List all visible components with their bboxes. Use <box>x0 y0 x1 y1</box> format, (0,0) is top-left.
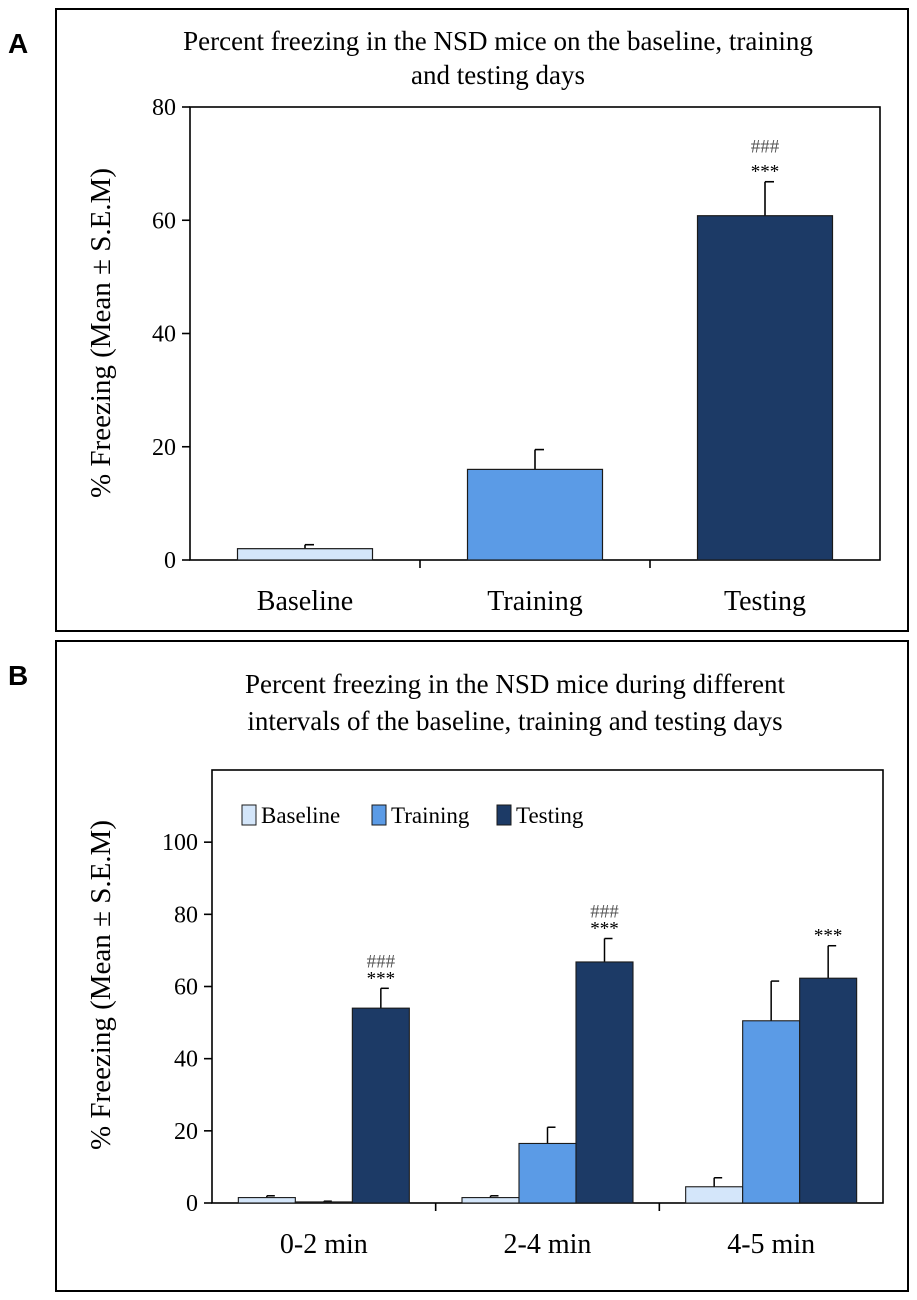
bar-baseline <box>237 1197 296 1204</box>
chart-title-line: intervals of the baseline, training and … <box>247 706 782 736</box>
y-tick-label: 0 <box>186 1191 198 1217</box>
x-category-label: Baseline <box>257 586 353 617</box>
chart-title-line: Percent freezing in the NSD mice during … <box>245 669 786 699</box>
y-axis-label: % Freezing (Mean ± S.E.M) <box>85 820 117 1150</box>
y-tick-label: 100 <box>162 830 198 856</box>
significance-stars: *** <box>367 968 396 989</box>
bar-training <box>466 468 604 561</box>
bar-baseline <box>236 548 374 561</box>
bar-testing <box>351 1007 410 1204</box>
bar-baseline <box>685 1186 744 1204</box>
y-tick-label: 0 <box>164 548 176 574</box>
significance-hashes: ### <box>751 137 780 158</box>
significance-stars: *** <box>751 162 780 183</box>
chart-title-line: and testing days <box>411 60 585 90</box>
bar-training <box>294 1201 353 1204</box>
y-tick-label: 40 <box>152 322 176 348</box>
chart-a: Percent freezing in the NSD mice on the … <box>85 26 881 617</box>
bar-baseline <box>461 1197 520 1204</box>
significance-hashes: ### <box>367 951 396 972</box>
chart-b: Percent freezing in the NSD mice during … <box>85 669 884 1260</box>
significance-stars: *** <box>814 926 843 947</box>
x-category-label: 4-5 min <box>727 1229 815 1260</box>
chart-title-line: Percent freezing in the NSD mice on the … <box>183 26 813 56</box>
legend-swatch-baseline <box>241 804 257 826</box>
y-tick-label: 80 <box>152 95 176 121</box>
y-tick-label: 20 <box>152 435 176 461</box>
legend-label: Testing <box>516 803 584 828</box>
y-tick-label: 60 <box>174 975 198 1001</box>
legend-swatch-training <box>371 804 387 826</box>
bar-training <box>742 1020 801 1204</box>
bar-testing <box>799 977 858 1204</box>
bar-testing <box>696 215 834 561</box>
bar-testing <box>575 961 634 1204</box>
x-category-label: 0-2 min <box>280 1229 368 1260</box>
y-tick-label: 80 <box>174 902 198 928</box>
x-category-label: Testing <box>724 586 806 617</box>
bar-training <box>518 1142 577 1204</box>
y-tick-label: 20 <box>174 1119 198 1145</box>
panel-b-letter: B <box>8 660 29 691</box>
legend-swatch-testing <box>496 804 512 826</box>
x-category-label: 2-4 min <box>504 1229 592 1260</box>
legend-label: Training <box>391 803 470 828</box>
significance-hashes: ### <box>590 902 619 923</box>
y-tick-label: 60 <box>152 208 176 234</box>
panel-a-letter: A <box>8 28 29 59</box>
legend-label: Baseline <box>261 803 340 828</box>
x-category-label: Training <box>487 586 582 617</box>
y-tick-label: 40 <box>174 1047 198 1073</box>
y-axis-label: % Freezing (Mean ± S.E.M) <box>85 168 117 498</box>
significance-stars: *** <box>590 919 619 940</box>
